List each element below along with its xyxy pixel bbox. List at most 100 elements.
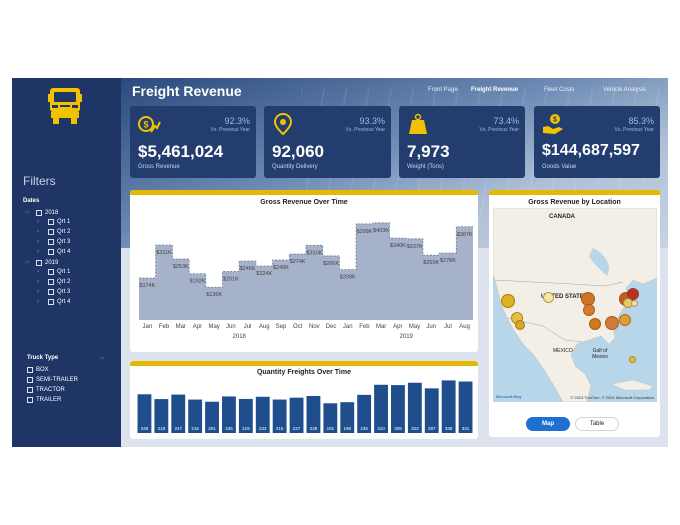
map-bubble[interactable]	[543, 292, 554, 303]
map-bubble[interactable]	[583, 304, 595, 316]
nav-front-page[interactable]: Front Page	[428, 87, 458, 93]
tree-label: Qrt 2	[57, 279, 71, 285]
truck-type-option[interactable]: BOX	[27, 367, 49, 373]
checkbox[interactable]	[48, 279, 54, 285]
bar[interactable]	[272, 399, 287, 433]
chevron-right-icon[interactable]: ›	[37, 229, 39, 235]
quantity-freights-chart: 249 218 247 215 201 235 219 233 215 227 238 191 198 2…	[137, 380, 473, 433]
chevron-down-icon[interactable]: ⌵	[25, 259, 30, 265]
bar[interactable]	[407, 382, 422, 433]
checkbox[interactable]	[27, 377, 33, 383]
map-bubble[interactable]	[589, 318, 601, 330]
bar[interactable]	[458, 381, 473, 433]
map-bubble[interactable]	[629, 356, 636, 363]
checkbox[interactable]	[48, 229, 54, 235]
bar[interactable]	[391, 385, 405, 433]
nav-vehicle-analysis[interactable]: Vehicle Analysis	[603, 87, 647, 93]
checkbox[interactable]	[48, 289, 54, 295]
map-toggle-button[interactable]: Map	[526, 417, 570, 431]
map-bubble[interactable]	[619, 314, 631, 326]
data-label: $253K	[173, 264, 189, 270]
kpi-comparison: Vs. Previous Year	[345, 127, 385, 133]
bar[interactable]	[188, 399, 203, 433]
checkbox[interactable]	[27, 397, 33, 403]
bar[interactable]	[238, 398, 253, 433]
checkbox[interactable]	[48, 239, 54, 245]
bar[interactable]	[357, 394, 372, 433]
kpi-label: Quantity Delivery	[272, 164, 318, 170]
map-bubble[interactable]	[501, 294, 515, 308]
tree-quarter[interactable]: › Qrt 4	[37, 299, 70, 305]
bar[interactable]	[374, 384, 388, 433]
bar[interactable]	[205, 401, 219, 433]
checkbox[interactable]	[36, 209, 42, 216]
chevron-right-icon[interactable]: ›	[37, 299, 39, 305]
checkbox[interactable]	[48, 219, 54, 225]
tree-quarter[interactable]: › Qrt 2	[37, 279, 70, 285]
truck-type-label: TRACTOR	[36, 387, 65, 393]
bar[interactable]	[323, 403, 338, 433]
truck-type-title: Truck Type	[27, 355, 59, 361]
map-bubble[interactable]	[605, 316, 619, 330]
bar-label: 323	[411, 426, 419, 431]
chevron-right-icon[interactable]: ›	[37, 249, 39, 255]
bar[interactable]	[289, 397, 304, 433]
kpi-weight: 73.4% Vs. Previous Year 7,973 Weight (To…	[399, 106, 525, 178]
bar[interactable]	[306, 395, 321, 433]
bar[interactable]	[171, 394, 186, 433]
chevron-down-icon[interactable]: ⌵	[25, 209, 30, 215]
bar[interactable]	[154, 399, 169, 433]
x-tick-label: Jul	[444, 324, 452, 330]
chevron-right-icon[interactable]: ›	[37, 239, 39, 245]
x-tick-label: Dec	[326, 324, 337, 330]
map-bubble[interactable]	[631, 300, 638, 307]
truck-type-option[interactable]: TRAILER	[27, 397, 61, 403]
checkbox[interactable]	[27, 367, 33, 373]
truck-type-option[interactable]: SEMI-TRAILER	[27, 377, 78, 383]
bar[interactable]	[137, 394, 152, 433]
table-toggle-button[interactable]: Table	[575, 417, 619, 431]
checkbox[interactable]	[27, 387, 33, 393]
map-panel: Gross Revenue by Location CANADA UNITED …	[489, 190, 660, 437]
tree-quarter[interactable]: › Qrt 3	[37, 289, 70, 295]
bar-label: 247	[174, 426, 182, 431]
checkbox[interactable]	[48, 249, 54, 255]
tree-year-2019[interactable]: ⌵ 2019	[25, 259, 58, 266]
chevron-down-icon[interactable]: ⌵	[100, 355, 105, 361]
bar[interactable]	[222, 396, 236, 433]
map-view[interactable]: CANADA UNITED STATES MEXICO Gulf of Mexi…	[493, 208, 657, 402]
tree-year-2018[interactable]: ⌵ 2018	[25, 209, 58, 216]
tree-quarter[interactable]: › Qrt 1	[37, 219, 70, 225]
chart-title: Quantity Freights Over Time	[256, 369, 351, 376]
bar-label: 338	[445, 426, 453, 431]
chevron-right-icon[interactable]: ›	[37, 269, 39, 275]
panel-accent-bar	[130, 190, 478, 195]
chevron-right-icon[interactable]: ›	[37, 289, 39, 295]
tree-quarter[interactable]: › Qrt 3	[37, 239, 70, 245]
tree-quarter[interactable]: › Qrt 2	[37, 229, 70, 235]
checkbox[interactable]	[48, 269, 54, 275]
checkbox[interactable]	[36, 259, 42, 266]
map-bubble[interactable]	[515, 320, 525, 330]
bar[interactable]	[340, 402, 355, 433]
tree-quarter[interactable]: › Qrt 4	[37, 249, 70, 255]
nav-fleet-costs[interactable]: Fleet Costs	[544, 87, 575, 93]
tree-quarter[interactable]: › Qrt 1	[37, 269, 70, 275]
checkbox[interactable]	[48, 299, 54, 305]
kpi-goods-value: $ 85.3% Vs. Previous Year $144,687,597 G…	[534, 106, 660, 178]
x-tick-label: Mar	[376, 324, 386, 330]
truck-type-option[interactable]: TRACTOR	[27, 387, 65, 393]
page-title: Freight Revenue	[132, 83, 242, 99]
bar-label: 201	[208, 426, 216, 431]
tree-label: Qrt 1	[57, 219, 71, 225]
chevron-right-icon[interactable]: ›	[37, 279, 39, 285]
x-tick-label: Jun	[226, 324, 236, 330]
chevron-right-icon[interactable]: ›	[37, 219, 39, 225]
bar[interactable]	[424, 388, 439, 433]
bar[interactable]	[441, 380, 456, 433]
x-tick-label: Jan	[143, 324, 153, 330]
bar[interactable]	[255, 396, 270, 433]
nav-freight-revenue[interactable]: Freight Revenue	[471, 87, 519, 93]
map-bubble[interactable]	[627, 288, 639, 300]
bar-label: 308	[394, 426, 402, 431]
